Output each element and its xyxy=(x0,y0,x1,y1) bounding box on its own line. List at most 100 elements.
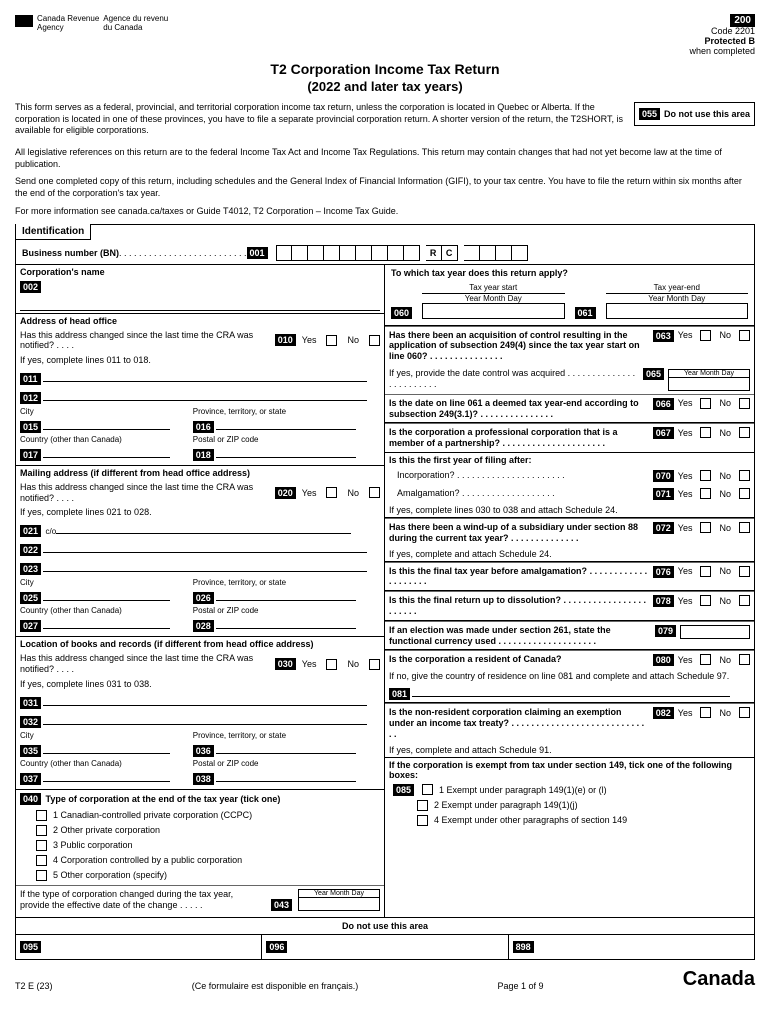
chk-066-no[interactable] xyxy=(739,398,750,409)
line-017[interactable] xyxy=(43,446,170,458)
chk-076-yes[interactable] xyxy=(700,566,711,577)
chk-010-yes[interactable] xyxy=(326,335,337,346)
box-018: 018 xyxy=(193,449,214,461)
form-title: T2 Corporation Income Tax Return xyxy=(15,61,755,77)
addr-head-label: Address of head office xyxy=(16,314,384,328)
when-completed: when completed xyxy=(689,46,755,56)
line-011[interactable] xyxy=(43,370,367,382)
date-065[interactable]: Year Month Day xyxy=(668,369,750,391)
books-hdr: Location of books and records (if differ… xyxy=(16,637,384,651)
chk-080-no[interactable] xyxy=(739,654,750,665)
line-023[interactable] xyxy=(43,560,367,572)
q-065: If yes, provide the date control was acq… xyxy=(389,368,639,390)
line-016[interactable] xyxy=(216,418,356,430)
date-043[interactable]: Year Month Day xyxy=(298,889,380,911)
box-022: 022 xyxy=(20,544,41,556)
chk-071-yes[interactable] xyxy=(700,488,711,499)
chk-066-yes[interactable] xyxy=(700,398,711,409)
box-060: 060 xyxy=(391,307,412,319)
chk-071-no[interactable] xyxy=(739,488,750,499)
intro-p2: All legislative references on this retur… xyxy=(15,147,755,170)
ex2-label: 2 Exempt under paragraph 149(1)(j) xyxy=(434,800,578,810)
date-060[interactable] xyxy=(422,303,564,319)
chk-072-yes[interactable] xyxy=(700,522,711,533)
line-081[interactable] xyxy=(412,685,730,697)
chk-030-no[interactable] xyxy=(369,659,380,670)
line-038[interactable] xyxy=(216,770,356,782)
ty-end-label: Tax year-end xyxy=(606,283,748,294)
box-023: 023 xyxy=(20,563,41,575)
chk-020-yes[interactable] xyxy=(326,487,337,498)
chk-ex4[interactable] xyxy=(417,815,428,826)
chk-ex1[interactable] xyxy=(422,784,433,795)
prov-label: Province, territory, or state xyxy=(193,407,380,416)
line-032[interactable] xyxy=(43,713,367,725)
addr-change-q: Has this address changed since the last … xyxy=(20,330,269,352)
box-066: 066 xyxy=(653,398,674,410)
chk-ct4[interactable] xyxy=(36,855,47,866)
chk-067-yes[interactable] xyxy=(700,427,711,438)
q-079: If an election was made under section 26… xyxy=(389,625,651,647)
chk-078-no[interactable] xyxy=(739,595,750,606)
chk-020-no[interactable] xyxy=(369,487,380,498)
protected-label: Protected B xyxy=(689,36,755,46)
input-079[interactable] xyxy=(680,625,750,639)
line-021[interactable] xyxy=(56,522,351,534)
chk-063-yes[interactable] xyxy=(700,330,711,341)
chk-ct3[interactable] xyxy=(36,840,47,851)
ct4-label: 4 Corporation controlled by a public cor… xyxy=(53,855,242,865)
line-022[interactable] xyxy=(43,541,367,553)
bottom-boxes: 095 096 898 xyxy=(16,934,754,959)
line-012[interactable] xyxy=(43,389,367,401)
corp-name-input[interactable] xyxy=(20,297,380,311)
line-031[interactable] xyxy=(43,694,367,706)
line-027[interactable] xyxy=(43,617,170,629)
bn-input-cells[interactable]: R C xyxy=(276,245,528,261)
intro-p3: Send one completed copy of this return, … xyxy=(15,176,755,199)
chk-076-no[interactable] xyxy=(739,566,750,577)
box-028: 028 xyxy=(193,620,214,632)
french-note: (Ce formulaire est disponible en françai… xyxy=(192,981,359,991)
line-015[interactable] xyxy=(43,418,170,430)
chk-070-yes[interactable] xyxy=(700,470,711,481)
mail-change-q: Has this address changed since the last … xyxy=(20,482,269,504)
chk-072-no[interactable] xyxy=(739,522,750,533)
city-label: City xyxy=(20,407,189,416)
chk-078-yes[interactable] xyxy=(700,595,711,606)
chk-063-no[interactable] xyxy=(739,330,750,341)
chk-080-yes[interactable] xyxy=(700,654,711,665)
line-028[interactable] xyxy=(216,617,356,629)
main-form: Identification Business number (BN) . . … xyxy=(15,224,755,960)
page-footer: T2 E (23) (Ce formulaire est disponible … xyxy=(15,968,755,991)
q-076: Is this the final tax year before amalga… xyxy=(389,566,649,588)
chk-ct2[interactable] xyxy=(36,825,47,836)
chk-067-no[interactable] xyxy=(739,427,750,438)
box-036: 036 xyxy=(193,745,214,757)
no-use-box: 055 Do not use this area xyxy=(634,102,755,126)
chk-082-no[interactable] xyxy=(739,707,750,718)
left-column: Corporation's name 002 Address of head o… xyxy=(16,265,385,917)
ty-start-label: Tax year start xyxy=(422,283,564,294)
box-002: 002 xyxy=(20,281,41,293)
line-035[interactable] xyxy=(43,742,170,754)
chk-ct1[interactable] xyxy=(36,810,47,821)
chk-082-yes[interactable] xyxy=(700,707,711,718)
line-026[interactable] xyxy=(216,589,356,601)
chk-070-no[interactable] xyxy=(739,470,750,481)
box-043: 043 xyxy=(271,899,292,911)
line-018[interactable] xyxy=(216,446,356,458)
ex1-label: 1 Exempt under paragraph 149(1)(e) or (l… xyxy=(439,785,607,795)
chk-ct5[interactable] xyxy=(36,870,47,881)
chk-010-no[interactable] xyxy=(369,335,380,346)
books-note: If yes, complete lines 031 to 038. xyxy=(16,677,384,692)
box-063: 063 xyxy=(653,330,674,342)
ct2-label: 2 Other private corporation xyxy=(53,825,160,835)
line-036[interactable] xyxy=(216,742,356,754)
chk-030-yes[interactable] xyxy=(326,659,337,670)
box-031: 031 xyxy=(20,697,41,709)
addr-note: If yes, complete lines 011 to 018. xyxy=(16,353,384,368)
line-037[interactable] xyxy=(43,770,170,782)
line-025[interactable] xyxy=(43,589,170,601)
date-061[interactable] xyxy=(606,303,748,319)
chk-ex2[interactable] xyxy=(417,800,428,811)
